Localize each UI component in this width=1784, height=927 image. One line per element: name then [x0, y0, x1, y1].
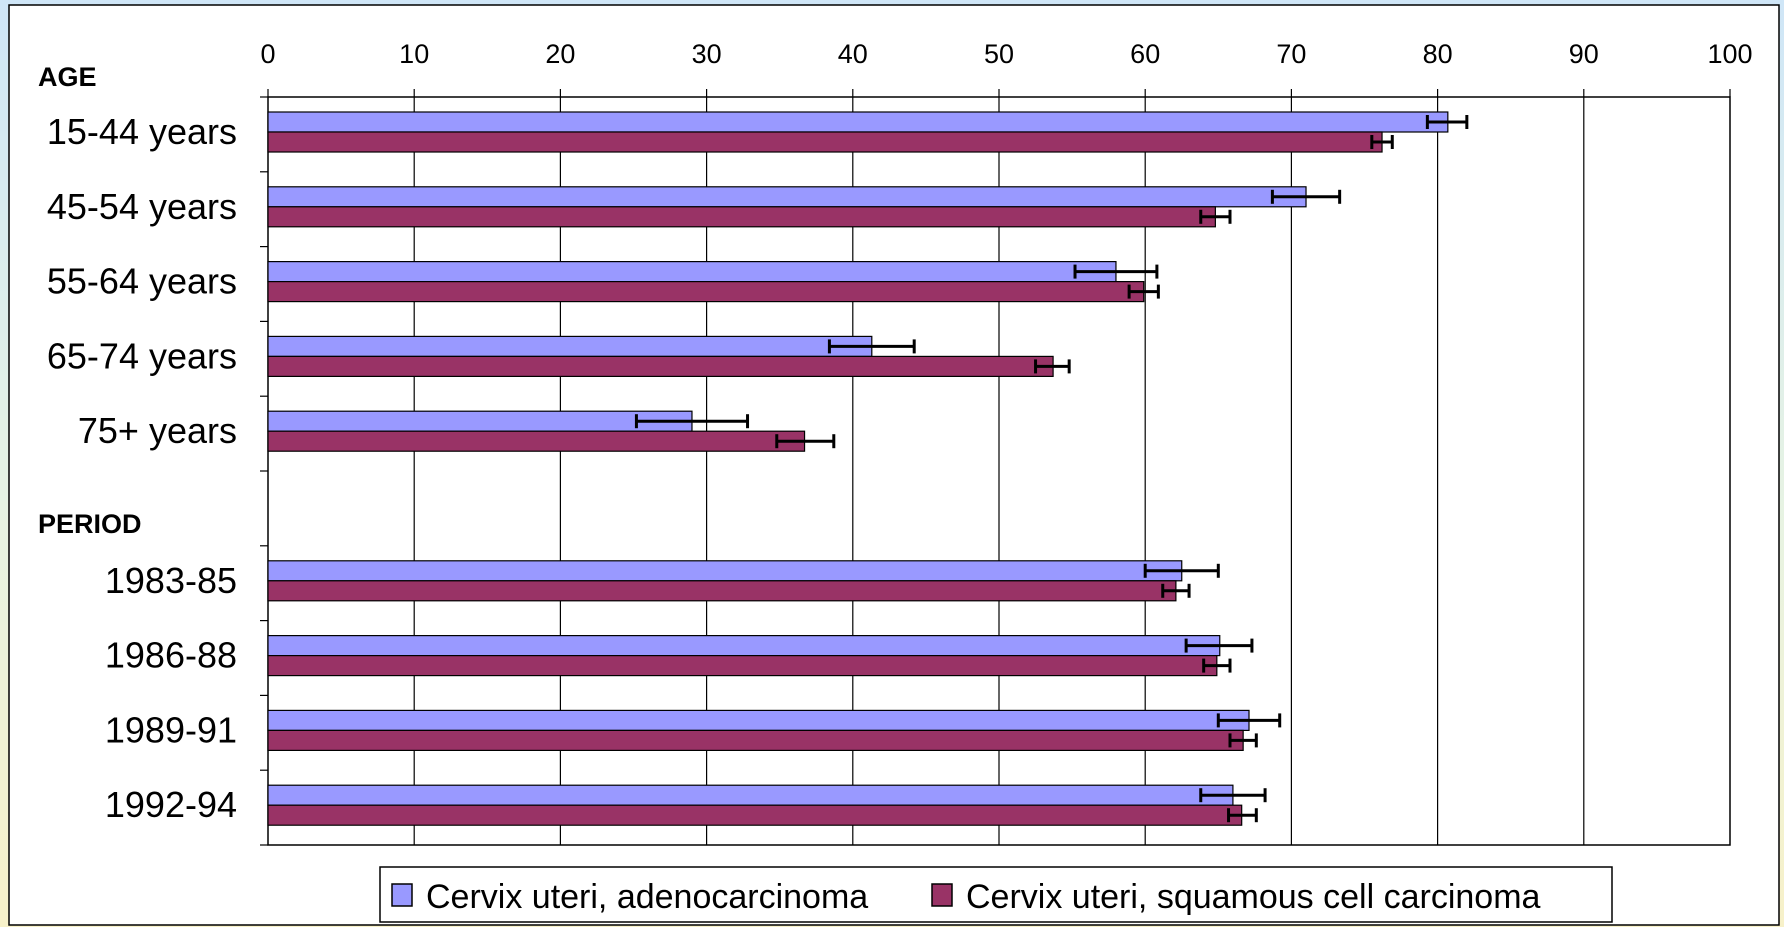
bar-squamous [267, 355, 1054, 377]
x-tick-label: 60 [1130, 39, 1160, 69]
bar-adenocarcinoma [267, 261, 1117, 283]
legend-label-squamous: Cervix uteri, squamous cell carcinoma [966, 878, 1541, 916]
category-label: 45-54 years [47, 186, 237, 227]
bar-squamous [267, 580, 1177, 602]
legend-box [379, 866, 1613, 923]
x-tick-label: 90 [1569, 39, 1599, 69]
bar-adenocarcinoma [267, 335, 873, 357]
bar-adenocarcinoma [267, 111, 1449, 133]
category-label: 1986-88 [105, 635, 237, 676]
x-tick-label: 30 [692, 39, 722, 69]
group-label-period: PERIOD [38, 509, 142, 539]
x-tick-label: 70 [1276, 39, 1306, 69]
bar-squamous [267, 131, 1383, 153]
bar-squamous [267, 206, 1216, 228]
bar-adenocarcinoma [267, 784, 1234, 806]
bar-squamous [267, 729, 1244, 752]
legend-swatch-squamous [931, 883, 953, 907]
category-label: 55-64 years [47, 261, 237, 302]
legend-swatch-adenocarcinoma [391, 883, 413, 907]
x-tick-label: 50 [984, 39, 1014, 69]
bar-adenocarcinoma [267, 560, 1183, 582]
bar-squamous [267, 281, 1145, 303]
category-labels: 15-44 years 45-54 years 55-64 years 65-74 y… [38, 62, 237, 825]
x-axis: 0 10 20 30 40 50 60 70 80 90 100 [260, 39, 1753, 846]
x-tick-label: 100 [1707, 39, 1752, 69]
category-label: 1983-85 [105, 560, 237, 601]
x-tick-label: 80 [1423, 39, 1453, 69]
category-label: 1989-91 [105, 709, 237, 750]
bar-squamous [267, 430, 806, 452]
category-label: 75+ years [78, 410, 237, 451]
bar-adenocarcinoma [267, 410, 693, 432]
x-tick-label: 10 [399, 39, 429, 69]
legend-label-adenocarcinoma: Cervix uteri, adenocarcinoma [426, 878, 868, 916]
legend: Cervix uteri, adenocarcinoma Cervix uter… [379, 866, 1613, 923]
x-tick-label: 0 [260, 39, 275, 69]
category-label: 65-74 years [47, 335, 237, 376]
bar-squamous [267, 804, 1243, 826]
category-label: 15-44 years [47, 111, 237, 152]
bar-adenocarcinoma [267, 709, 1250, 732]
bars [267, 111, 1469, 826]
bar-adenocarcinoma [267, 186, 1307, 208]
bar-adenocarcinoma [267, 634, 1221, 657]
group-label-age: AGE [38, 62, 97, 92]
bar-squamous [267, 654, 1218, 677]
category-label: 1992-94 [105, 784, 237, 825]
x-tick-label: 40 [838, 39, 868, 69]
x-tick-label: 20 [545, 39, 575, 69]
